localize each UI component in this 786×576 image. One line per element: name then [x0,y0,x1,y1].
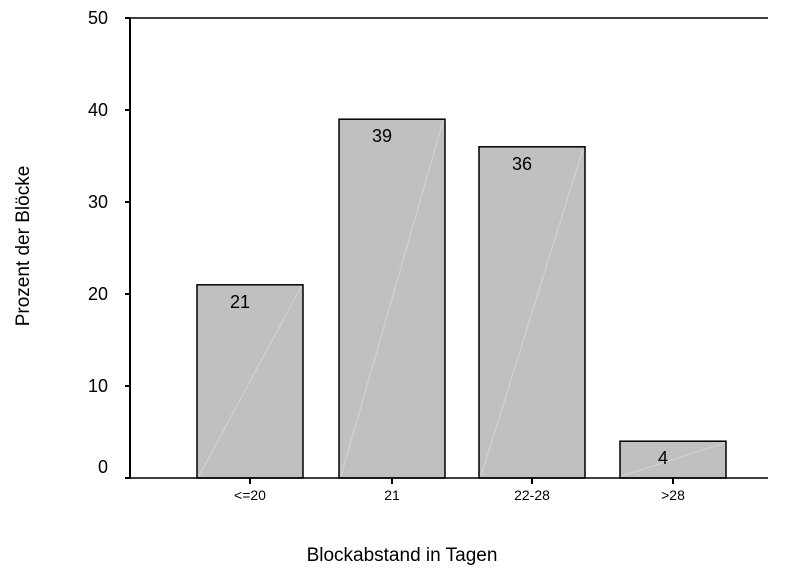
x-ticks: <=20 21 22-28 >28 [234,478,685,503]
bar-data-label: 36 [512,154,532,174]
y-tick-label: 50 [88,8,108,28]
bar-shading-line [480,148,584,477]
bar-shading-line [198,286,302,477]
x-tick-label: >28 [661,487,685,503]
bar-data-label: 39 [372,126,392,146]
y-tick-label: 40 [88,100,108,120]
y-ticks: 0 10 20 30 40 50 [88,8,130,479]
y-tick-label: 30 [88,192,108,212]
y-tick-label: 20 [88,284,108,304]
axes-layer [129,17,768,479]
x-axis-title: Blockabstand in Tagen [307,545,498,566]
bar-shading-line [621,442,725,477]
bar-data-label: 4 [658,448,668,468]
bar-data-label: 21 [230,292,250,312]
y-tick-label: 0 [98,457,108,477]
bars-layer: 21 39 36 4 [196,118,727,479]
y-axis-title: Prozent der Blöcke [13,166,34,327]
x-tick-label: 22-28 [514,487,550,503]
bar-shading-line [340,121,444,477]
y-tick-label: 10 [88,376,108,396]
x-tick-label: 21 [384,487,400,503]
x-tick-label: <=20 [234,487,266,503]
